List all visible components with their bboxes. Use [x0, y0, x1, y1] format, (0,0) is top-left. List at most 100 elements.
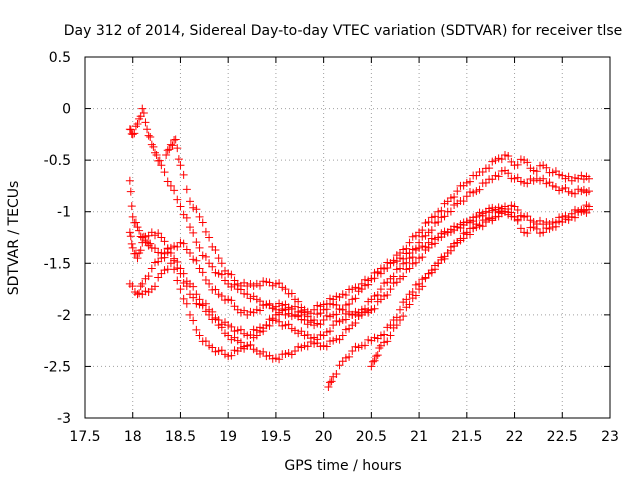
- data-point: [163, 177, 172, 186]
- data-point: [424, 269, 433, 278]
- data-point: [294, 297, 303, 306]
- data-point: [475, 185, 484, 194]
- data-point: [236, 344, 245, 352]
- x-tick-label: 20: [315, 429, 333, 445]
- data-point: [268, 314, 277, 323]
- data-point: [466, 188, 474, 197]
- data-point: [418, 242, 427, 251]
- data-point: [201, 337, 210, 346]
- data-point: [186, 310, 194, 319]
- data-point: [179, 239, 188, 248]
- data-point: [513, 160, 522, 169]
- data-point: [516, 177, 525, 186]
- data-point: [310, 339, 319, 348]
- data-point: [335, 317, 344, 326]
- data-point: [157, 161, 166, 170]
- data-point: [418, 232, 427, 241]
- data-point: [348, 285, 357, 294]
- y-tick-label: -3: [57, 411, 71, 427]
- data-point: [126, 187, 135, 196]
- data-point: [348, 310, 357, 319]
- data-point: [574, 185, 583, 194]
- data-point: [192, 256, 201, 265]
- data-point: [357, 308, 366, 317]
- data-point: [542, 179, 551, 188]
- data-point: [128, 212, 137, 221]
- data-point: [516, 224, 525, 233]
- x-tick-label: 17.5: [69, 429, 100, 445]
- data-point: [446, 207, 455, 216]
- data-point: [151, 244, 159, 253]
- data-point: [380, 279, 389, 288]
- data-point: [507, 201, 516, 210]
- data-point: [214, 290, 223, 299]
- data-point: [136, 246, 145, 255]
- data-point: [236, 325, 245, 334]
- data-point: [154, 273, 163, 282]
- axis-ticks: [84, 56, 611, 419]
- data-point: [281, 321, 290, 330]
- data-point: [243, 290, 252, 299]
- data-point: [341, 301, 350, 310]
- data-point: [501, 150, 509, 159]
- data-point: [166, 259, 175, 268]
- data-point: [338, 357, 347, 366]
- data-point: [275, 317, 284, 326]
- data-point: [341, 309, 350, 318]
- data-point: [205, 341, 214, 350]
- data-point: [341, 290, 350, 299]
- data-point: [329, 336, 338, 345]
- data-point: [427, 240, 436, 249]
- data-point: [146, 239, 155, 248]
- data-point: [182, 299, 191, 308]
- data-point: [564, 172, 573, 181]
- data-point: [316, 302, 325, 311]
- data-point: [402, 265, 411, 274]
- data-point: [163, 248, 172, 257]
- data-point: [201, 307, 210, 316]
- data-point: [281, 285, 290, 294]
- data-point: [462, 192, 471, 201]
- data-point: [488, 214, 497, 223]
- data-point: [345, 352, 354, 361]
- x-tick-label: 19: [219, 429, 237, 445]
- data-point: [408, 232, 417, 241]
- y-axis-label: SDTVAR / TECUs: [6, 181, 22, 296]
- data-point: [151, 258, 159, 267]
- data-point: [233, 279, 242, 288]
- data-point: [262, 321, 271, 330]
- data-point: [497, 155, 506, 164]
- data-point: [459, 234, 468, 243]
- data-point: [542, 163, 551, 172]
- data-point: [275, 299, 284, 308]
- data-point: [421, 218, 430, 227]
- data-point: [539, 174, 548, 183]
- data-point: [551, 167, 560, 176]
- data-point: [319, 331, 328, 340]
- data-point: [256, 281, 264, 290]
- data-point: [411, 291, 420, 300]
- data-point: [252, 279, 261, 288]
- y-tick-label: 0.5: [49, 50, 71, 66]
- data-point: [133, 120, 142, 129]
- data-point: [345, 300, 354, 309]
- data-point: [195, 243, 204, 252]
- data-point: [516, 155, 525, 164]
- y-tick-label: -2.5: [44, 359, 71, 375]
- data-point: [127, 239, 136, 248]
- data-point: [380, 330, 389, 339]
- data-point: [415, 243, 424, 252]
- data-point: [431, 239, 439, 248]
- data-point: [256, 297, 264, 306]
- data-point: [475, 221, 484, 230]
- data-point: [405, 238, 414, 247]
- data-point: [332, 301, 341, 310]
- data-point: [504, 169, 513, 178]
- data-point: [170, 242, 179, 251]
- y-tick-label: 0: [62, 102, 71, 118]
- data-point: [217, 346, 226, 355]
- data-point: [380, 338, 389, 347]
- data-point: [472, 187, 481, 196]
- data-point: [192, 325, 201, 334]
- data-point: [322, 342, 331, 351]
